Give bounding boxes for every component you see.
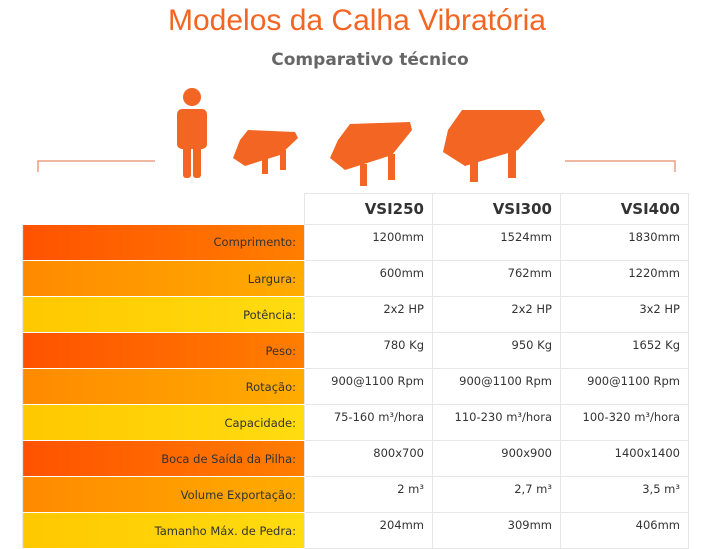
subtitle: Comparativo técnico (271, 50, 469, 70)
cell-value: 1830mm (560, 224, 689, 261)
table-row: Volume Exportação: 2 m³ 2,7 m³ 3,5 m³ (22, 476, 689, 513)
table-row: Boca de Saída da Pilha: 800x700 900x900 140… (22, 440, 689, 477)
column-header: VSI250 (304, 193, 433, 225)
row-label: Tamanho Máx. de Pedra: (22, 512, 305, 549)
table-row: Rotação: 900@1100 Rpm 900@1100 Rpm 900@1100… (22, 368, 689, 405)
row-label: Capacidade: (22, 404, 305, 441)
row-label: Boca de Saída da Pilha: (22, 440, 305, 477)
cell-value: 3,5 m³ (560, 476, 689, 513)
spec-table: VSI250 VSI300 VSI400 Comprimento: 1200mm 152… (22, 193, 689, 549)
cell-value: 309mm (432, 512, 561, 549)
cell-value: 900@1100 Rpm (432, 368, 561, 405)
machine-large (443, 110, 545, 182)
cell-value: 800x700 (304, 440, 433, 477)
column-header: VSI400 (560, 193, 689, 225)
machine-medium (330, 122, 412, 186)
cell-value: 600mm (304, 260, 433, 297)
row-label: Comprimento: (22, 224, 305, 261)
cell-value: 3x2 HP (560, 296, 689, 333)
cell-value: 1200mm (304, 224, 433, 261)
row-label: Rotação: (22, 368, 305, 405)
cell-value: 1524mm (432, 224, 561, 261)
table-row: Peso: 780 Kg 950 Kg 1652 Kg (22, 332, 689, 369)
cell-value: 950 Kg (432, 332, 561, 369)
table-row: Capacidade: 75-160 m³/hora 110-230 m³/hora… (22, 404, 689, 441)
column-header: VSI300 (432, 193, 561, 225)
cell-value: 1220mm (560, 260, 689, 297)
cell-value: 75-160 m³/hora (304, 404, 433, 441)
person-icon (177, 88, 207, 178)
row-label: Peso: (22, 332, 305, 369)
cell-value: 2x2 HP (432, 296, 561, 333)
row-label: Largura: (22, 260, 305, 297)
corner-cell (22, 193, 305, 225)
table-row: Largura: 600mm 762mm 1220mm (22, 260, 689, 297)
cell-value: 1400x1400 (560, 440, 689, 477)
cell-value: 1652 Kg (560, 332, 689, 369)
row-label: Volume Exportação: (22, 476, 305, 513)
table-row: Tamanho Máx. de Pedra: 204mm 309mm 406mm (22, 512, 689, 549)
cell-value: 780 Kg (304, 332, 433, 369)
row-label: Potência: (22, 296, 305, 333)
table-row: Potência: 2x2 HP 2x2 HP 3x2 HP (22, 296, 689, 333)
cell-value: 2,7 m³ (432, 476, 561, 513)
cell-value: 900@1100 Rpm (304, 368, 433, 405)
cell-value: 900x900 (432, 440, 561, 477)
cell-value: 406mm (560, 512, 689, 549)
cell-value: 2 m³ (304, 476, 433, 513)
illustration (37, 88, 676, 186)
cell-value: 204mm (304, 512, 433, 549)
cell-value: 2x2 HP (304, 296, 433, 333)
title: Modelos da Calha Vibratória (167, 4, 546, 37)
table-row: Comprimento: 1200mm 1524mm 1830mm (22, 224, 689, 261)
divider-lines (37, 160, 676, 172)
page: Modelos da Calha Vibratória Comparativo … (22, 4, 689, 549)
cell-value: 100-320 m³/hora (560, 404, 689, 441)
cell-value: 110-230 m³/hora (432, 404, 561, 441)
cell-value: 762mm (432, 260, 561, 297)
machine-small (233, 130, 298, 174)
header-row: VSI250 VSI300 VSI400 (22, 193, 689, 225)
cell-value: 900@1100 Rpm (560, 368, 689, 405)
